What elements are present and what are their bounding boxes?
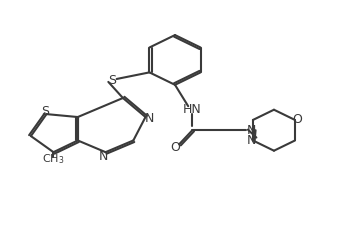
Text: O: O bbox=[292, 114, 302, 127]
Text: N: N bbox=[247, 124, 256, 137]
Text: N: N bbox=[144, 112, 154, 125]
Text: S: S bbox=[108, 74, 117, 87]
Text: CH$_3$: CH$_3$ bbox=[42, 153, 65, 166]
Text: S: S bbox=[41, 105, 49, 118]
Text: O: O bbox=[170, 141, 180, 154]
Text: N: N bbox=[246, 134, 256, 147]
Text: N: N bbox=[99, 150, 108, 163]
Text: HN: HN bbox=[183, 103, 202, 116]
